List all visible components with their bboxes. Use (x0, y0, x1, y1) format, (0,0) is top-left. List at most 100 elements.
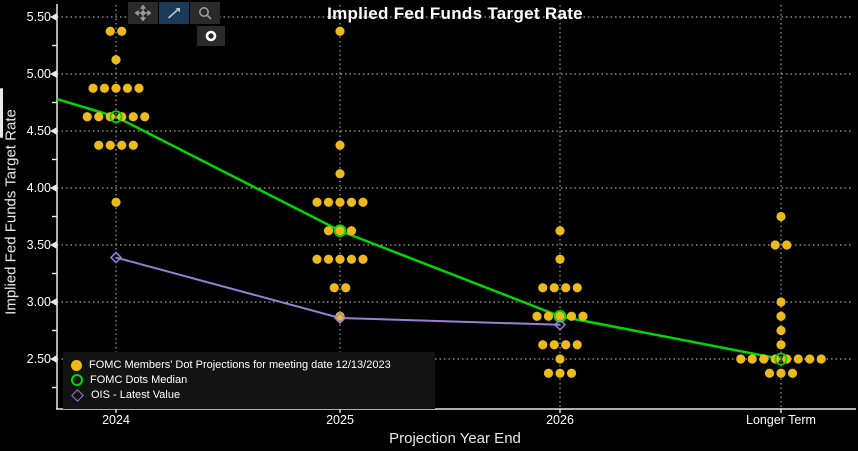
fomc-dot (341, 283, 351, 293)
y-tick-label: 3.50 (26, 238, 51, 252)
legend-open-circle-icon (71, 374, 83, 386)
fomc-dot (140, 112, 150, 122)
fomc-dot (346, 226, 357, 236)
fomc-dot (782, 240, 792, 250)
fomc-dot (770, 240, 780, 250)
draw-line-icon (167, 8, 180, 19)
fomc-dot (532, 311, 542, 321)
legend-item[interactable]: FOMC Members' Dot Projections for meetin… (71, 358, 427, 372)
fomc-dot (105, 26, 115, 36)
fomc-dot (549, 340, 559, 350)
x-tick-label: Longer Term (746, 413, 816, 427)
fomc-dot (94, 140, 104, 150)
fomc-dot (358, 254, 368, 264)
fomc-dot (555, 368, 565, 378)
y-axis-title: Implied Fed Funds Target Rate (2, 109, 20, 315)
y-tick-label: 2.50 (26, 352, 51, 366)
fomc-dot (346, 197, 357, 207)
fomc-dot (776, 368, 786, 378)
ois-diamond-marker (333, 311, 347, 325)
fomc-dot (776, 311, 786, 321)
y-major-tick (50, 241, 57, 249)
move-icon (135, 5, 151, 21)
legend-open-diamond-icon (71, 388, 84, 402)
fomc-dot (776, 211, 786, 222)
y-major-tick (50, 13, 57, 21)
median-circle-marker (333, 224, 347, 238)
fomc-dot (776, 325, 786, 336)
fomc-dot (555, 311, 565, 321)
fomc-dot (335, 140, 345, 150)
x-tick-label: 2026 (546, 413, 574, 427)
fomc-dot (117, 140, 127, 150)
fomc-dot (555, 354, 565, 364)
fomc-dot (94, 112, 104, 122)
draw-line-tool-button[interactable] (159, 2, 189, 24)
y-tick-label: 4.00 (26, 181, 51, 195)
ois-diamond-marker (109, 251, 123, 264)
fomc-dot (346, 254, 357, 264)
fomc-dot (358, 197, 368, 207)
fomc-dot (555, 226, 565, 236)
fomc-dot (128, 112, 138, 122)
fomc-dot (787, 368, 798, 378)
fomc-dot (561, 340, 571, 350)
left-scroll-indicator[interactable] (0, 88, 3, 138)
fomc-dot (99, 83, 110, 93)
circle-marker-icon (205, 30, 217, 42)
fomc-dot (323, 254, 334, 264)
fomc-dot (335, 169, 345, 179)
y-major-tick (50, 127, 57, 135)
fomc-dot (134, 83, 144, 93)
magnifier-icon (199, 7, 212, 20)
y-major-tick (50, 184, 57, 192)
median-circle-marker (553, 309, 567, 323)
fomc-dot (335, 254, 345, 264)
fomc-dot (572, 283, 582, 293)
fomc-dot (323, 226, 334, 236)
legend-label: OIS - Latest Value (91, 389, 181, 401)
zoom-tool-button[interactable] (190, 2, 220, 24)
fomc-dot (538, 283, 548, 293)
chart-toolbar (128, 2, 220, 24)
annotation-circle-button[interactable] (197, 26, 225, 46)
fomc-dot (312, 197, 322, 207)
fomc-dot (312, 254, 322, 264)
fomc-dot (793, 354, 803, 364)
fomc-dot (561, 283, 571, 293)
median-circle-marker (109, 110, 123, 124)
fomc-dot (566, 311, 577, 321)
legend-label: FOMC Members' Dot Projections for meetin… (89, 359, 391, 371)
legend-item[interactable]: FOMC Dots Median (71, 373, 427, 387)
fomc-dot (122, 83, 133, 93)
y-tick-label: 4.50 (26, 124, 51, 138)
fomc-dot (764, 368, 775, 378)
fomc-dot (117, 26, 127, 36)
y-tick-label: 5.00 (26, 67, 51, 81)
fomc-dot (578, 311, 588, 321)
fomc-dot (736, 354, 746, 364)
legend-item[interactable]: OIS - Latest Value (71, 388, 427, 402)
move-tool-button[interactable] (128, 2, 158, 24)
fomc-dot (566, 368, 577, 378)
fomc-dot (128, 140, 138, 150)
fomc-dot (759, 354, 769, 364)
fomc-dot (776, 297, 786, 307)
fomc-dot (805, 354, 815, 364)
fomc-dot (335, 26, 345, 36)
fomc-dot (82, 112, 92, 122)
x-axis-title: Projection Year End (389, 430, 521, 447)
fomc-dot (329, 283, 339, 293)
y-major-tick (50, 70, 57, 78)
fomc-dot (538, 340, 548, 350)
fomc-dot (105, 140, 115, 150)
legend-label: FOMC Dots Median (90, 374, 188, 386)
fomc-dot (543, 311, 554, 321)
fomc-dot (111, 197, 121, 207)
fomc-dot (816, 354, 826, 364)
fomc-dot (88, 83, 98, 93)
fomc-dot (747, 354, 757, 364)
fomc-dot (323, 197, 334, 207)
y-tick-label: 3.00 (26, 295, 51, 309)
